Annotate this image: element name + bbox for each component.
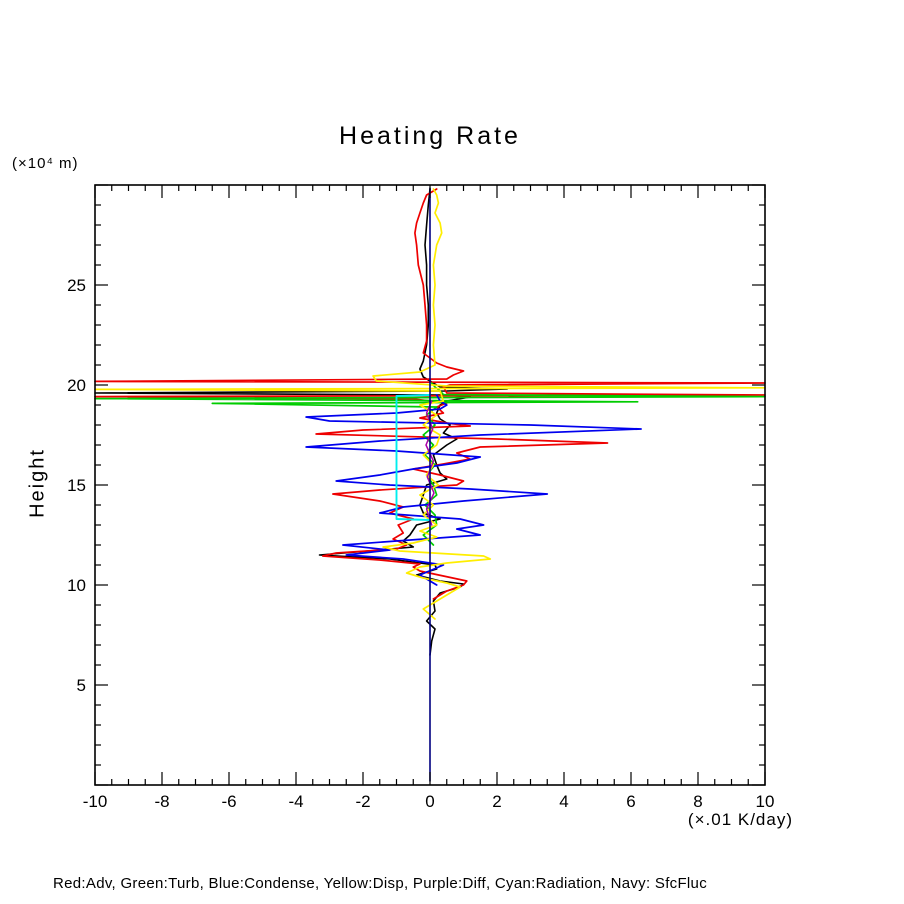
svg-text:-8: -8 [154,792,169,811]
svg-text:5: 5 [77,676,86,695]
x-axis-units-label: (×.01 K/day) [687,810,793,829]
chart-title: Heating Rate [339,122,521,150]
svg-text:10: 10 [67,576,86,595]
svg-text:8: 8 [693,792,702,811]
svg-text:-6: -6 [221,792,236,811]
svg-text:2: 2 [492,792,501,811]
svg-text:-2: -2 [355,792,370,811]
legend-text: Red:Adv, Green:Turb, Blue:Condense, Yell… [53,875,707,892]
svg-text:15: 15 [67,476,86,495]
svg-text:20: 20 [67,376,86,395]
svg-text:6: 6 [626,792,635,811]
svg-text:-10: -10 [83,792,108,811]
svg-text:25: 25 [67,276,86,295]
svg-text:10: 10 [756,792,775,811]
y-axis-units-label: (×10⁴ m) [12,155,79,172]
svg-text:4: 4 [559,792,568,811]
svg-text:-4: -4 [288,792,303,811]
svg-text:0: 0 [425,792,434,811]
